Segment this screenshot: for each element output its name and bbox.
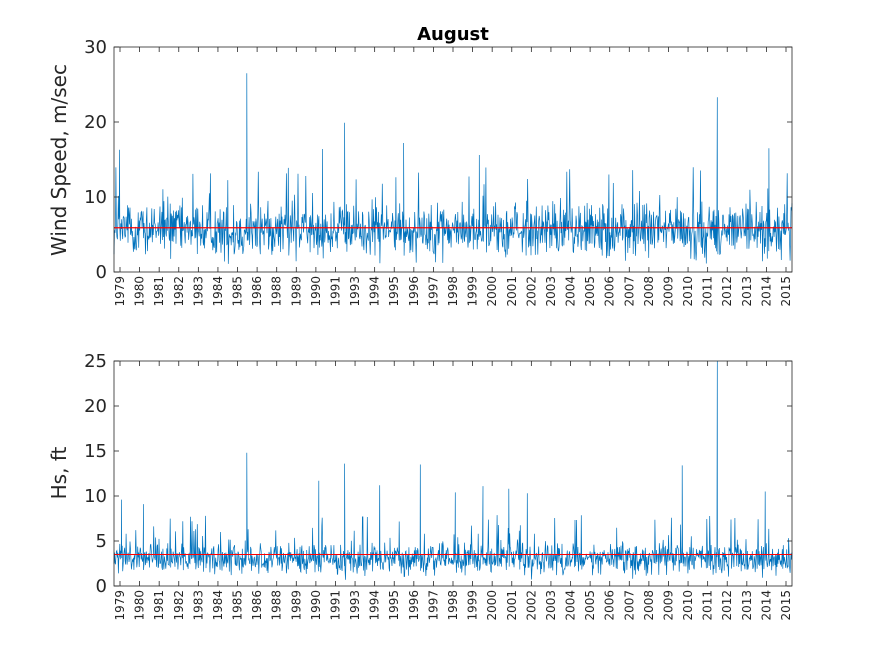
wind-speed-y-axis-label: Wind Speed, m/sec bbox=[47, 64, 71, 256]
hs-x-tick-label: 1989 bbox=[289, 590, 303, 621]
wind-speed-x-tick-label: 2000 bbox=[485, 276, 499, 307]
hs-x-tick-label: 2013 bbox=[740, 590, 754, 621]
hs-x-tick-label: 2007 bbox=[622, 590, 636, 621]
hs-y-tick-label: 15 bbox=[84, 441, 107, 462]
hs-y-tick-label: 10 bbox=[84, 486, 107, 507]
hs-x-tick-label: 1997 bbox=[426, 590, 440, 621]
hs-x-tick-label: 1991 bbox=[328, 590, 342, 621]
wind-speed-x-tick-label: 1988 bbox=[270, 276, 284, 307]
hs-x-tick-label: 1982 bbox=[172, 590, 186, 621]
wind-speed-x-tick-label: 2015 bbox=[779, 276, 793, 307]
wind-speed-y-ticks: 0 10 20 30 bbox=[84, 37, 792, 283]
wind-speed-series bbox=[113, 73, 793, 264]
hs-x-tick-label: 1998 bbox=[446, 590, 460, 621]
wind-speed-x-tick-label: 2010 bbox=[681, 276, 695, 307]
wind-speed-x-tick-label: 1980 bbox=[133, 276, 147, 307]
hs-x-tick-label: 1993 bbox=[348, 590, 362, 621]
hs-x-tick-label: 1981 bbox=[152, 590, 166, 621]
wind-speed-x-tick-label: 1991 bbox=[328, 276, 342, 307]
hs-plot-area bbox=[114, 361, 792, 586]
hs-x-tick-label: 2003 bbox=[544, 590, 558, 621]
wind-speed-y-tick-label: 0 bbox=[96, 262, 107, 283]
hs-x-tick-label: 1979 bbox=[113, 590, 127, 621]
wind-speed-x-tick-label: 1981 bbox=[152, 276, 166, 307]
wind-speed-x-tick-label: 1993 bbox=[348, 276, 362, 307]
hs-x-tick-label: 2000 bbox=[485, 590, 499, 621]
wind-speed-x-tick-label: 1984 bbox=[211, 276, 225, 307]
hs-x-tick-label: 2006 bbox=[603, 590, 617, 621]
wind-speed-x-tick-label: 1979 bbox=[113, 276, 127, 307]
wind-speed-x-tick-label: 1989 bbox=[289, 276, 303, 307]
wind-speed-x-tick-label: 1995 bbox=[387, 276, 401, 307]
wind-speed-x-tick-label: 2011 bbox=[701, 276, 715, 307]
hs-y-tick-label: 0 bbox=[96, 576, 107, 597]
wind-speed-x-tick-label: 2013 bbox=[740, 276, 754, 307]
wind-speed-x-tick-label: 2009 bbox=[661, 276, 675, 307]
wind-speed-x-tick-label: 1983 bbox=[191, 276, 205, 307]
hs-x-tick-label: 1985 bbox=[231, 590, 245, 621]
hs-x-tick-label: 2011 bbox=[701, 590, 715, 621]
hs-x-tick-label: 1980 bbox=[133, 590, 147, 621]
wind-speed-x-tick-label: 2008 bbox=[642, 276, 656, 307]
hs-series-line bbox=[113, 360, 793, 580]
hs-x-tick-label: 1988 bbox=[270, 590, 284, 621]
hs-x-ticks: 1979 1980 1981 1982 1983 1984 1985 1986 1988 1989… bbox=[113, 361, 793, 621]
wind-speed-x-tick-label: 1990 bbox=[309, 276, 323, 307]
wind-speed-y-tick-label: 20 bbox=[84, 112, 107, 133]
hs-y-tick-label: 20 bbox=[84, 396, 107, 417]
hs-y-tick-label: 25 bbox=[84, 351, 107, 372]
wind-speed-x-tick-label: 1985 bbox=[231, 276, 245, 307]
wind-speed-y-tick-label: 30 bbox=[84, 37, 107, 58]
wind-speed-x-tick-label: 2005 bbox=[583, 276, 597, 307]
hs-x-tick-label: 2005 bbox=[583, 590, 597, 621]
hs-x-tick-label: 2004 bbox=[564, 590, 578, 621]
hs-series bbox=[113, 360, 793, 580]
wind-speed-x-tick-label: 1998 bbox=[446, 276, 460, 307]
hs-x-tick-label: 1983 bbox=[191, 590, 205, 621]
hs-x-tick-label: 2014 bbox=[759, 590, 773, 621]
wind-speed-x-tick-label: 2006 bbox=[603, 276, 617, 307]
wind-speed-x-tick-label: 1986 bbox=[250, 276, 264, 307]
hs-x-tick-label: 1996 bbox=[407, 590, 421, 621]
hs-x-tick-label: 2001 bbox=[505, 590, 519, 621]
wind-speed-x-ticks: 1979 1980 1981 1982 1983 1984 1985 1986 1988 1989… bbox=[113, 47, 793, 307]
hs-y-tick-label: 5 bbox=[96, 531, 107, 552]
chart-title: August bbox=[417, 24, 489, 45]
wind-speed-x-tick-label: 1994 bbox=[368, 276, 382, 307]
wind-speed-y-tick-label: 10 bbox=[84, 187, 107, 208]
wind-speed-x-tick-label: 2014 bbox=[759, 276, 773, 307]
wind-speed-x-tick-label: 2012 bbox=[720, 276, 734, 307]
hs-x-tick-label: 1986 bbox=[250, 590, 264, 621]
hs-y-ticks: 0 5 10 15 20 25 bbox=[84, 351, 792, 597]
wind-speed-x-tick-label: 2003 bbox=[544, 276, 558, 307]
hs-x-tick-label: 1990 bbox=[309, 590, 323, 621]
wind-speed-x-tick-label: 2002 bbox=[524, 276, 538, 307]
hs-x-tick-label: 1994 bbox=[368, 590, 382, 621]
wind-speed-x-tick-label: 1997 bbox=[426, 276, 440, 307]
hs-y-axis-label: Hs, ft bbox=[47, 446, 71, 499]
hs-x-tick-label: 2009 bbox=[661, 590, 675, 621]
hs-x-tick-label: 1995 bbox=[387, 590, 401, 621]
wind-speed-x-tick-label: 1982 bbox=[172, 276, 186, 307]
hs-x-tick-label: 2008 bbox=[642, 590, 656, 621]
wind-speed-x-tick-label: 2007 bbox=[622, 276, 636, 307]
hs-x-tick-label: 1999 bbox=[466, 590, 480, 621]
hs-x-tick-label: 2002 bbox=[524, 590, 538, 621]
wind-speed-x-tick-label: 2004 bbox=[564, 276, 578, 307]
wind-speed-x-tick-label: 2001 bbox=[505, 276, 519, 307]
hs-x-tick-label: 1984 bbox=[211, 590, 225, 621]
wind-speed-series-line bbox=[113, 73, 793, 264]
hs-x-tick-label: 2010 bbox=[681, 590, 695, 621]
hs-x-tick-label: 2012 bbox=[720, 590, 734, 621]
hs-x-tick-label: 2015 bbox=[779, 590, 793, 621]
wind-speed-x-tick-label: 1996 bbox=[407, 276, 421, 307]
wind-speed-x-tick-label: 1999 bbox=[466, 276, 480, 307]
